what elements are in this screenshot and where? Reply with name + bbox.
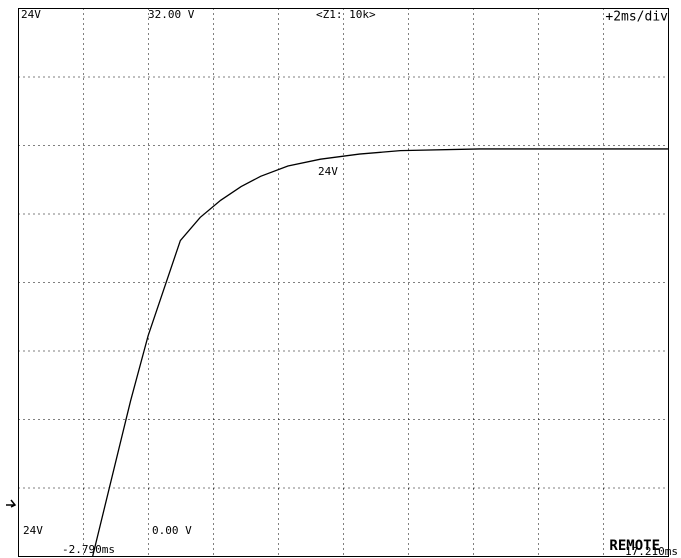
- trigger-marker: [6, 499, 17, 508]
- start-time: -2.790ms: [62, 543, 115, 556]
- trace-line: [91, 148, 669, 557]
- top-voltage: 32.00 V: [148, 8, 195, 21]
- channel-label: 24V: [21, 8, 41, 21]
- end-time: 17.210ms: [625, 545, 678, 558]
- status: REMOTE: [609, 538, 660, 554]
- trace-label: 24V: [318, 165, 338, 178]
- grid: [18, 8, 669, 557]
- trace: [91, 148, 669, 557]
- bottom-voltage: 0.00 V: [152, 524, 192, 537]
- channel-label: 24V: [23, 524, 43, 537]
- zoom-label: <Z1: 10k>: [316, 8, 376, 21]
- timebase: +2ms/div: [605, 10, 668, 25]
